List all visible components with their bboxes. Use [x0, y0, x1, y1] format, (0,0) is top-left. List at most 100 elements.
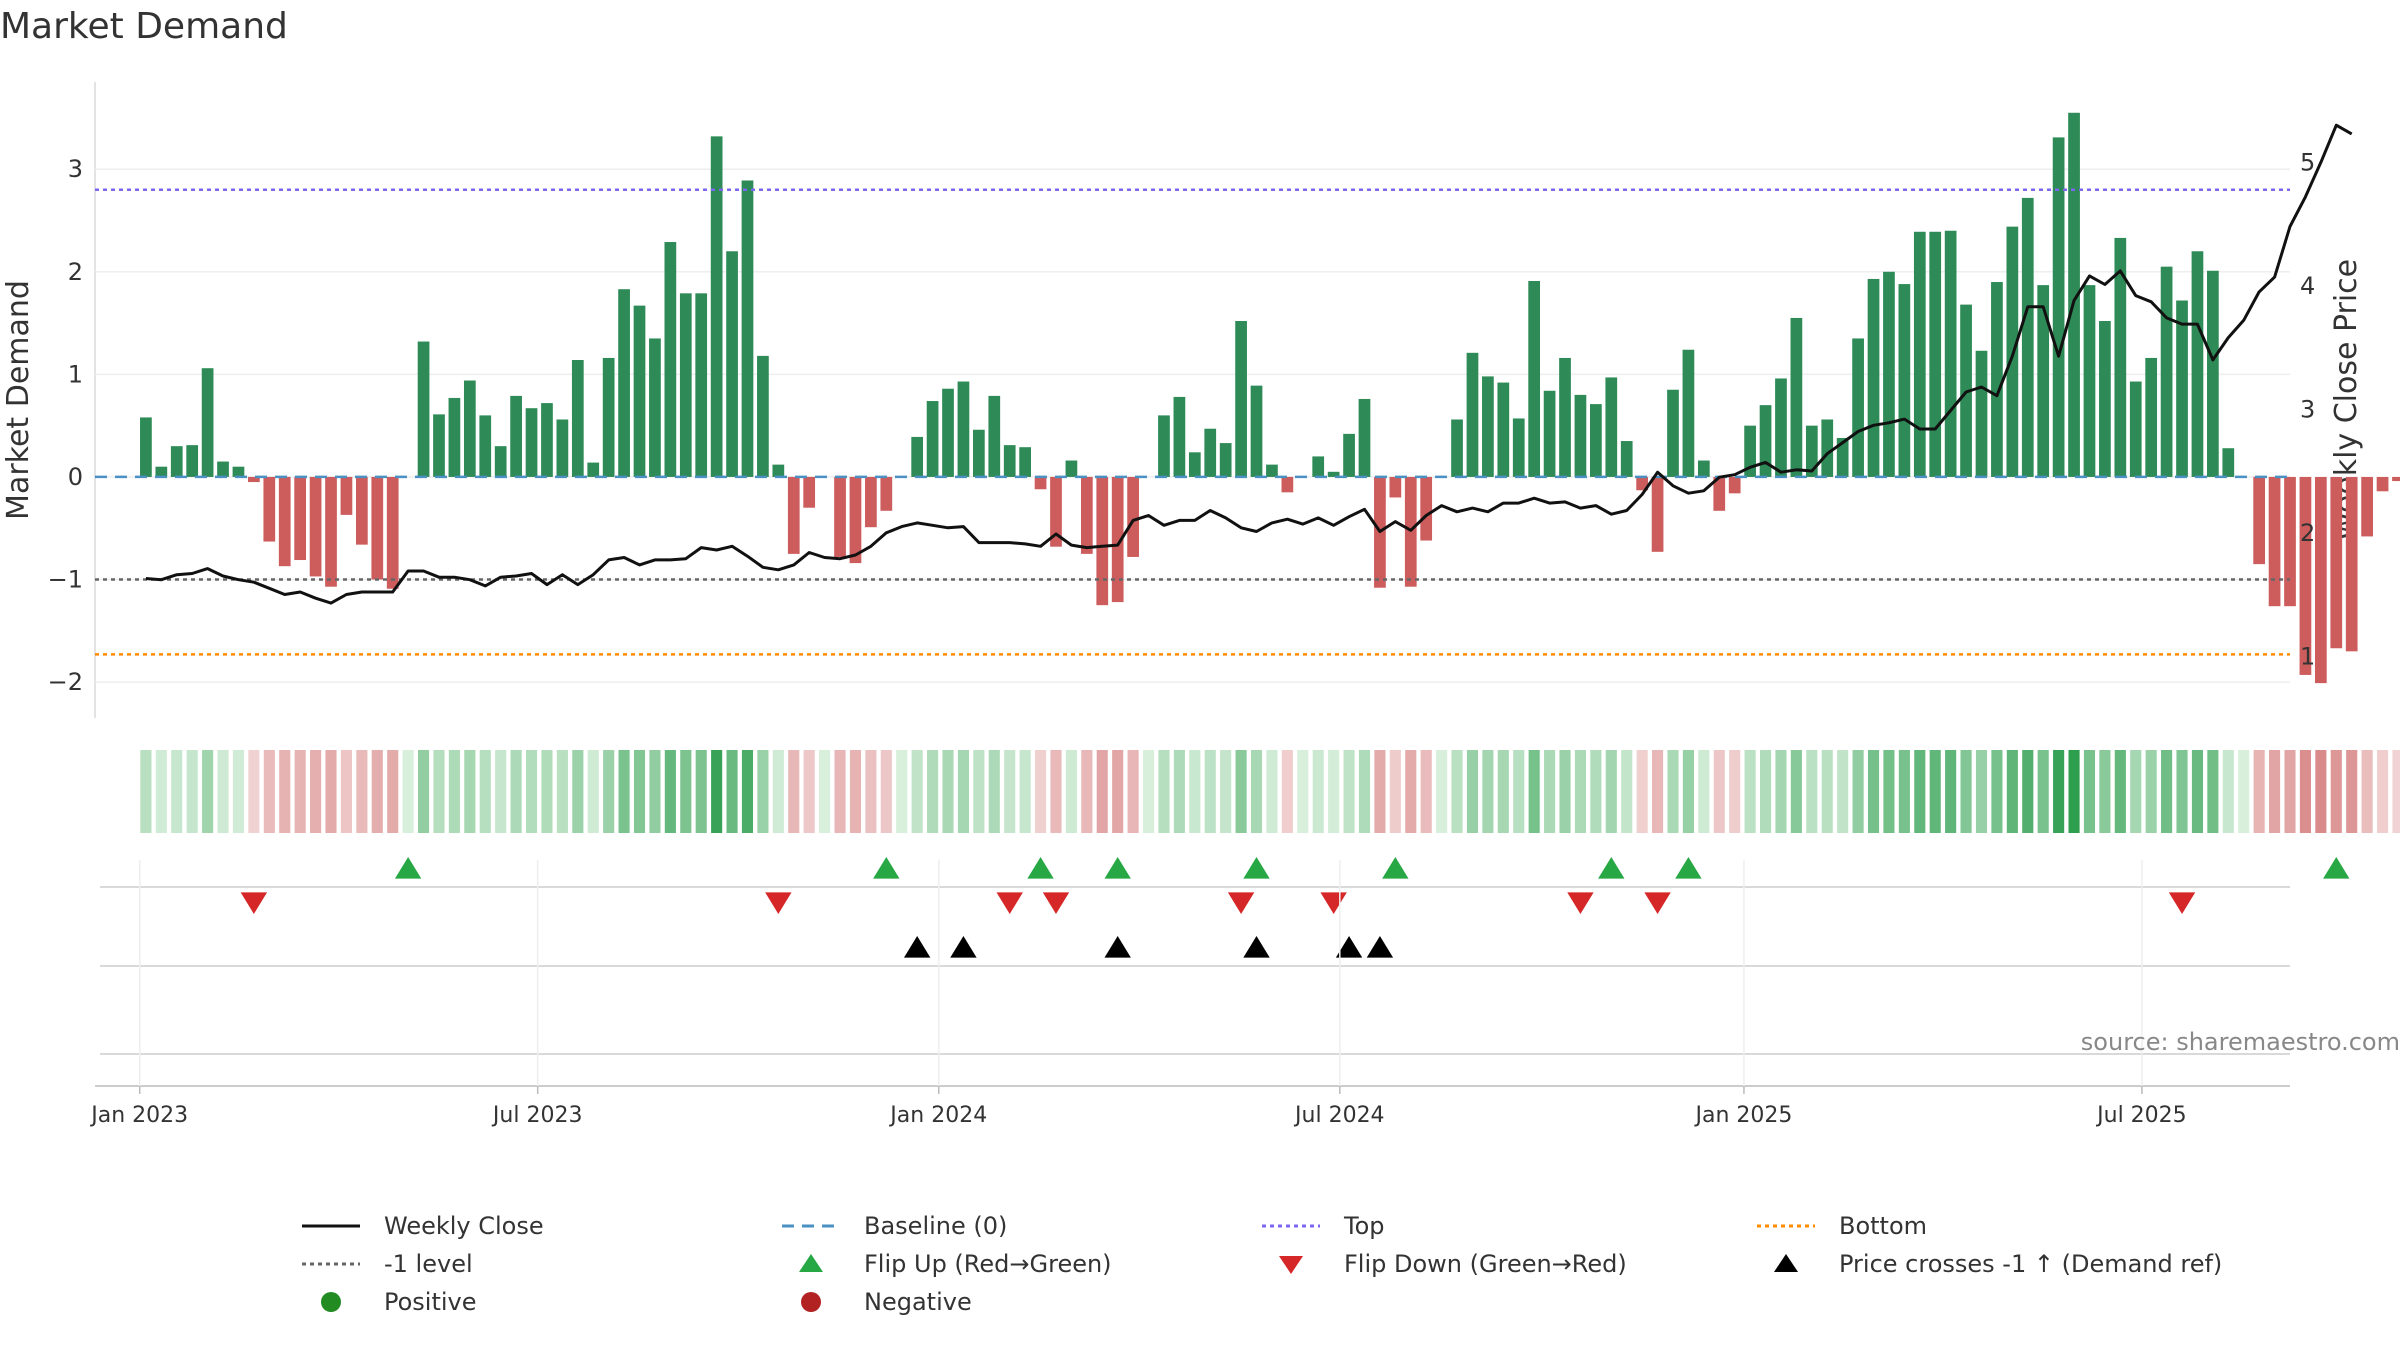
- heat-cell-negative: [1127, 750, 1139, 833]
- y-tick-label: −1: [48, 566, 83, 594]
- heat-cell-positive: [2083, 750, 2096, 833]
- demand-bar-positive: [1003, 445, 1016, 477]
- demand-bar-positive: [186, 445, 199, 477]
- price-cross-marker: [950, 936, 977, 958]
- heat-cell-negative: [865, 750, 877, 833]
- demand-bar-negative: [1080, 476, 1093, 554]
- heat-cell-positive: [1867, 750, 1880, 833]
- demand-bar-positive: [1343, 433, 1355, 477]
- heat-cell-negative: [279, 750, 291, 833]
- legend-item: Weekly Close: [300, 1208, 544, 1244]
- demand-bar-positive: [2037, 285, 2050, 477]
- heat-cell-positive: [2222, 750, 2234, 833]
- heat-cell-positive: [2037, 750, 2049, 833]
- flip-up-marker: [1675, 857, 1702, 879]
- y-tick-label: 2: [68, 258, 83, 286]
- demand-bar-negative: [2345, 476, 2358, 652]
- heat-cell-positive: [757, 750, 769, 833]
- heat-cell-positive: [541, 750, 553, 833]
- heat-cell-positive: [1328, 750, 1340, 833]
- heat-cell-positive: [1497, 750, 1509, 833]
- demand-bar-negative: [865, 476, 877, 528]
- flip-up-marker: [1027, 857, 1054, 879]
- heat-cell-positive: [2145, 750, 2157, 833]
- y-tick-label: 3: [68, 155, 83, 183]
- demand-bar-positive: [1158, 415, 1170, 477]
- chart-title: Market Demand: [0, 6, 288, 47]
- flip-down-marker: [2168, 892, 2196, 914]
- heat-cell-positive: [1358, 750, 1371, 833]
- legend-symbol: [1757, 1224, 1815, 1228]
- heat-cell-positive: [896, 750, 908, 833]
- price-cross-marker: [903, 936, 931, 958]
- heat-cell-negative: [371, 750, 383, 833]
- heat-cell-negative: [248, 750, 260, 833]
- demand-bar-positive: [1975, 350, 1988, 477]
- demand-bar-negative: [294, 476, 307, 561]
- heat-cell-positive: [2191, 750, 2204, 833]
- heat-cell-positive: [1806, 750, 1818, 833]
- demand-bar-negative: [1404, 476, 1417, 587]
- heat-cell-negative: [834, 750, 846, 833]
- heat-cell-positive: [772, 750, 784, 833]
- flip-down-marker: [1567, 892, 1594, 914]
- y-tick-label: −2: [48, 668, 83, 696]
- heat-cell-positive: [1204, 750, 1216, 833]
- demand-bar-negative: [263, 476, 276, 542]
- heat-cell-positive: [232, 750, 245, 833]
- x-tick-label: Jul 2024: [1293, 1103, 1385, 1128]
- demand-bar-negative: [1420, 476, 1433, 541]
- demand-bar-positive: [988, 395, 1001, 477]
- demand-bar-positive: [1466, 352, 1479, 477]
- heat-cell-positive: [1482, 750, 1494, 833]
- heat-cell-positive: [2207, 750, 2219, 833]
- heat-cell-positive: [1266, 750, 1278, 833]
- demand-bar-positive: [1497, 382, 1510, 477]
- heat-cell-negative: [2346, 750, 2358, 833]
- demand-bar-positive: [232, 466, 245, 477]
- heat-cell-positive: [1466, 750, 1479, 833]
- heat-cell-negative: [1652, 750, 1664, 833]
- heat-cell-positive: [155, 750, 167, 833]
- heat-cell-positive: [556, 750, 568, 833]
- heat-cell-positive: [1590, 750, 1602, 833]
- demand-bar-positive: [1235, 321, 1247, 477]
- demand-bar-positive: [741, 180, 754, 477]
- demand-bar-positive: [1620, 441, 1633, 477]
- demand-bar-negative: [325, 476, 337, 587]
- demand-bar-positive: [2176, 300, 2188, 477]
- heat-cell-positive: [1945, 750, 1957, 833]
- demand-bar-positive: [1250, 385, 1263, 477]
- legend-item: Top: [1260, 1208, 1385, 1244]
- heat-cell-negative: [325, 750, 337, 833]
- demand-bar-positive: [1667, 389, 1679, 477]
- demand-bar-negative: [309, 476, 322, 577]
- demand-bar-positive: [2145, 357, 2158, 477]
- demand-bar-positive: [1867, 278, 1880, 477]
- heat-cell-positive: [2176, 750, 2188, 833]
- heat-cell-positive: [988, 750, 1000, 833]
- demand-bar-positive: [587, 462, 600, 477]
- heat-cell-positive: [171, 750, 183, 833]
- y-tick-label: 0: [68, 463, 83, 491]
- demand-bar-positive: [1913, 231, 1926, 477]
- heat-cell-positive: [618, 750, 630, 833]
- flip-down-marker: [1320, 892, 1347, 914]
- demand-bar-negative: [849, 476, 862, 564]
- demand-bar-positive: [2099, 321, 2111, 477]
- y2-tick-label: 3: [2300, 395, 2315, 423]
- demand-bar-positive: [1528, 281, 1541, 477]
- demand-bar-negative: [1636, 476, 1649, 491]
- heat-cell-positive: [1173, 750, 1185, 833]
- heat-cell-positive: [2161, 750, 2173, 833]
- heat-cell-positive: [1019, 750, 1031, 833]
- legend-label: Flip Up (Red→Green): [864, 1250, 1112, 1278]
- heat-cell-negative: [1636, 750, 1648, 833]
- heat-cell-positive: [1513, 750, 1525, 833]
- heat-cell-positive: [1852, 750, 1864, 833]
- demand-bar-positive: [679, 293, 692, 477]
- demand-bar-positive: [433, 414, 445, 477]
- demand-bar-positive: [571, 359, 584, 477]
- legend-symbol: [801, 1292, 821, 1312]
- legend-label: Price crosses -1 ↑ (Demand ref): [1839, 1250, 2223, 1278]
